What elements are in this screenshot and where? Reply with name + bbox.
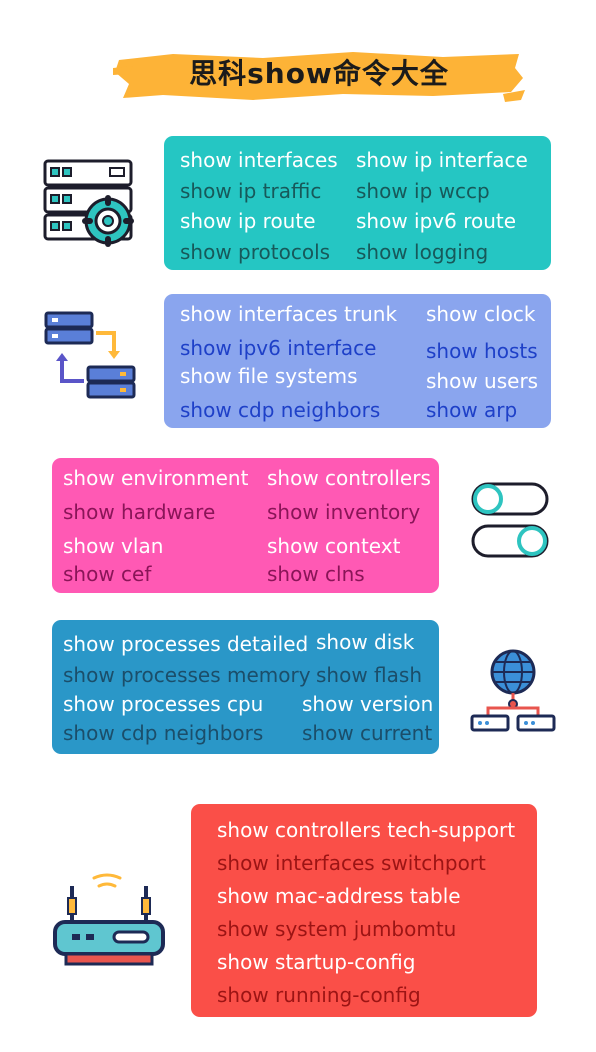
command-item: show disk	[316, 630, 415, 654]
command-item: show clock	[426, 302, 536, 326]
command-item: show ip route	[180, 209, 316, 233]
command-item: show flash	[316, 663, 422, 687]
command-item: show clns	[267, 562, 365, 586]
command-item: show context	[267, 534, 401, 558]
command-panel-3: show environment show controllers show h…	[52, 458, 439, 593]
page-title: 思科show命令大全	[189, 57, 449, 90]
command-item: show version	[302, 692, 434, 716]
command-item: show processes detailed	[63, 632, 309, 656]
command-item: show running-config	[217, 983, 421, 1007]
command-item: show controllers	[267, 466, 431, 490]
command-item: show hardware	[63, 500, 216, 524]
command-panel-5: show controllers tech-support show inter…	[191, 804, 537, 1017]
command-item: show inventory	[267, 500, 421, 524]
command-item: show current	[302, 721, 433, 745]
toggle-switch-icon	[471, 482, 549, 558]
network-globe-icon	[470, 649, 556, 732]
command-item: show logging	[356, 240, 489, 264]
command-panel-4: show processes detailed show disk show p…	[52, 620, 439, 754]
command-item: show cdp neighbors	[180, 398, 381, 422]
command-item: show cef	[63, 562, 152, 586]
command-item: show ipv6 interface	[180, 336, 377, 360]
command-item: show environment	[63, 466, 249, 490]
title-banner: 思科show命令大全	[113, 48, 525, 104]
command-item: show system jumbomtu	[217, 917, 457, 941]
command-item: show mac-address table	[217, 884, 461, 908]
command-item: show arp	[426, 398, 518, 422]
command-item: show protocols	[180, 240, 331, 264]
command-item: show interfaces switchport	[217, 851, 486, 875]
command-item: show processes cpu	[63, 692, 264, 716]
command-item: show file systems	[180, 364, 358, 388]
command-item: show controllers tech-support	[217, 818, 516, 842]
command-panel-1: show interfaces show ip interface show i…	[164, 136, 551, 270]
command-item: show ip wccp	[356, 179, 490, 203]
command-item: show interfaces trunk	[180, 302, 398, 326]
command-item: show ip interface	[356, 148, 528, 172]
router-wifi-icon	[53, 873, 165, 966]
command-item: show ip traffic	[180, 179, 322, 203]
command-item: show processes memory	[63, 663, 311, 687]
brush-stroke-icon	[113, 52, 525, 102]
command-item: show hosts	[426, 339, 538, 363]
command-item: show interfaces	[180, 148, 338, 172]
command-item: show ipv6 route	[356, 209, 517, 233]
command-panel-2: show interfaces trunk show clock show ip…	[164, 294, 551, 428]
command-item: show cdp neighbors	[63, 721, 264, 745]
command-item: show startup-config	[217, 950, 416, 974]
server-sync-icon	[44, 311, 136, 399]
command-item: show users	[426, 369, 539, 393]
command-item: show vlan	[63, 534, 164, 558]
server-gear-icon	[43, 159, 134, 247]
